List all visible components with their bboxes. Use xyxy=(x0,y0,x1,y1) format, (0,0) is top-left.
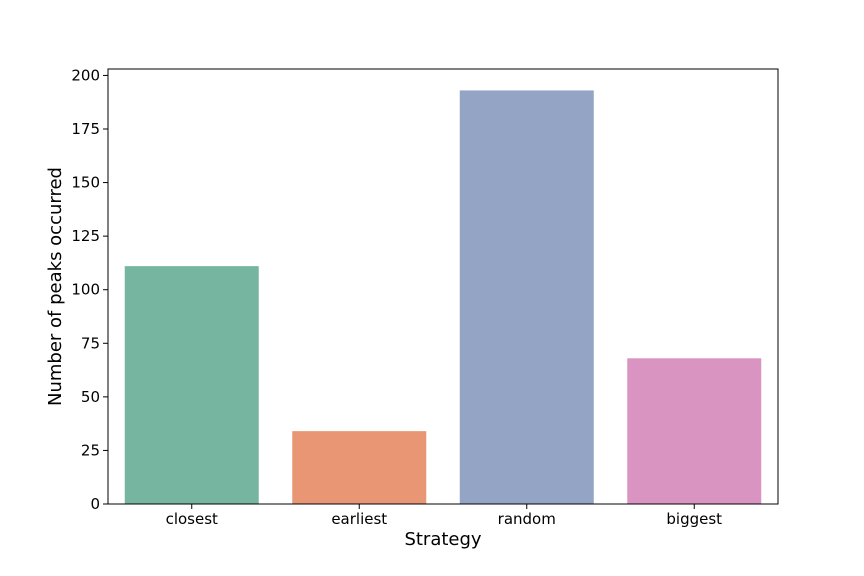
bars-group xyxy=(124,90,762,504)
y-tick-label: 100 xyxy=(71,281,100,299)
y-tick-label: 125 xyxy=(71,227,100,245)
y-tick-label: 25 xyxy=(81,441,100,459)
y-tick-label: 200 xyxy=(71,66,100,84)
y-tick-label: 0 xyxy=(90,495,100,513)
x-tick-label-biggest: biggest xyxy=(666,510,722,528)
plot-frame xyxy=(107,68,779,505)
y-tick-label: 150 xyxy=(71,174,100,192)
x-tick-label-earliest: earliest xyxy=(331,510,387,528)
y-tick-label: 75 xyxy=(81,334,100,352)
bar-closest xyxy=(124,266,259,504)
bar-random xyxy=(459,90,594,504)
bar-earliest xyxy=(292,431,427,504)
bar-biggest xyxy=(627,358,762,504)
y-tick-label: 175 xyxy=(71,120,100,138)
x-axis-label: Strategy xyxy=(404,529,481,550)
x-tick-label-random: random xyxy=(498,510,556,528)
x-tick-label-closest: closest xyxy=(166,510,218,528)
y-axis-label: Number of peaks occurred xyxy=(45,167,66,406)
ticks-group: closest earliest random biggest 0 25 50 75 100 12… xyxy=(71,66,722,528)
y-tick-label: 50 xyxy=(81,388,100,406)
